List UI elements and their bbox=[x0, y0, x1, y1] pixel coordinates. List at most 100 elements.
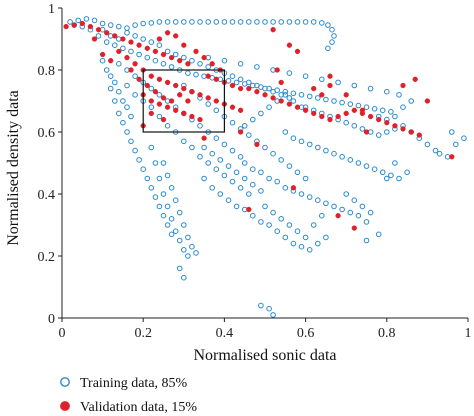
training-point-222 bbox=[112, 98, 118, 104]
validation-point-64 bbox=[376, 116, 382, 123]
validation-point-27 bbox=[205, 95, 211, 101]
validation-point-65 bbox=[384, 120, 390, 126]
validation-point-95 bbox=[351, 225, 357, 231]
training-point-227 bbox=[132, 147, 138, 154]
training-point-172 bbox=[339, 154, 345, 160]
validation-point-76 bbox=[99, 51, 106, 58]
training-point-40 bbox=[95, 33, 102, 39]
validation-point-107 bbox=[311, 85, 317, 92]
training-point-243 bbox=[124, 104, 130, 110]
validation-point-72 bbox=[237, 85, 244, 92]
validation-point-6 bbox=[112, 33, 118, 39]
validation-point-66 bbox=[392, 123, 398, 129]
training-point-287 bbox=[359, 203, 366, 210]
validation-point-68 bbox=[408, 129, 414, 135]
training-point-280 bbox=[266, 104, 272, 110]
training-point-104 bbox=[213, 166, 220, 172]
validation-point-97 bbox=[237, 129, 244, 135]
training-point-89 bbox=[213, 135, 220, 141]
validation-point-38 bbox=[189, 113, 195, 120]
training-point-67 bbox=[315, 95, 321, 101]
validation-point-12 bbox=[160, 51, 167, 58]
training-point-134 bbox=[209, 185, 215, 191]
training-point-12 bbox=[164, 19, 171, 25]
training-point-81 bbox=[148, 85, 155, 92]
validation-point-84 bbox=[209, 61, 215, 67]
training-point-233 bbox=[156, 203, 163, 210]
training-point-90 bbox=[221, 141, 228, 148]
training-point-101 bbox=[189, 144, 195, 151]
training-point-117 bbox=[181, 247, 187, 253]
training-point-107 bbox=[237, 185, 244, 191]
training-point-167 bbox=[298, 138, 305, 145]
training-point-218 bbox=[237, 61, 244, 67]
validation-point-9 bbox=[136, 42, 142, 48]
training-point-7 bbox=[124, 25, 130, 31]
training-point-302 bbox=[237, 76, 244, 83]
validation-point-93 bbox=[412, 76, 418, 82]
training-point-242 bbox=[120, 98, 126, 104]
validation-point-13 bbox=[168, 54, 175, 61]
training-point-149 bbox=[241, 160, 248, 166]
training-point-113 bbox=[164, 203, 171, 210]
validation-point-45 bbox=[168, 98, 175, 104]
training-point-232 bbox=[152, 194, 159, 200]
training-point-98 bbox=[164, 123, 171, 129]
validation-point-82 bbox=[193, 48, 199, 55]
training-point-3 bbox=[91, 17, 98, 24]
validation-point-96 bbox=[335, 213, 341, 219]
validation-point-104 bbox=[290, 185, 297, 191]
training-point-136 bbox=[225, 197, 232, 203]
training-point-217 bbox=[254, 64, 260, 70]
training-point-257 bbox=[278, 157, 285, 163]
training-point-294 bbox=[172, 51, 179, 58]
validation-point-7 bbox=[120, 36, 126, 42]
training-point-202 bbox=[449, 129, 455, 135]
validation-point-111 bbox=[278, 79, 284, 86]
training-point-248 bbox=[205, 101, 211, 107]
training-point-164 bbox=[363, 219, 370, 225]
training-point-162 bbox=[347, 209, 354, 216]
validation-point-51 bbox=[270, 95, 276, 101]
training-point-156 bbox=[298, 191, 305, 197]
training-point-229 bbox=[140, 166, 146, 172]
validation-point-36 bbox=[173, 107, 179, 113]
training-point-91 bbox=[229, 147, 236, 154]
training-point-153 bbox=[274, 178, 281, 185]
training-point-97 bbox=[156, 113, 163, 120]
training-point-221 bbox=[107, 85, 114, 92]
training-point-57 bbox=[233, 79, 240, 86]
training-point-272 bbox=[286, 222, 293, 228]
training-point-293 bbox=[164, 48, 171, 55]
training-point-0 bbox=[67, 19, 73, 25]
training-point-165 bbox=[282, 129, 289, 135]
training-point-44 bbox=[128, 48, 134, 55]
training-point-96 bbox=[148, 104, 155, 110]
training-point-22 bbox=[246, 19, 252, 25]
training-point-127 bbox=[193, 250, 199, 256]
training-point-131 bbox=[266, 305, 272, 312]
validation-point-88 bbox=[294, 48, 301, 55]
training-point-209 bbox=[384, 88, 390, 95]
training-point-230 bbox=[144, 175, 151, 182]
training-point-135 bbox=[217, 191, 224, 197]
training-point-279 bbox=[258, 110, 264, 117]
training-point-313 bbox=[124, 30, 130, 36]
training-point-118 bbox=[185, 253, 191, 259]
training-point-105 bbox=[221, 172, 228, 179]
training-point-51 bbox=[185, 70, 191, 76]
validation-point-55 bbox=[302, 107, 309, 113]
validation-point-80 bbox=[173, 33, 179, 39]
training-point-65 bbox=[298, 92, 305, 98]
validation-point-99 bbox=[148, 110, 154, 117]
training-point-143 bbox=[282, 234, 289, 241]
validation-point-48 bbox=[246, 85, 252, 92]
training-point-170 bbox=[323, 147, 329, 154]
training-point-306 bbox=[270, 88, 276, 95]
validation-point-94 bbox=[363, 129, 370, 135]
training-point-277 bbox=[241, 123, 248, 129]
training-point-169 bbox=[315, 144, 321, 151]
validation-point-73 bbox=[205, 73, 211, 79]
training-point-214 bbox=[302, 73, 309, 79]
training-point-4 bbox=[99, 20, 106, 27]
